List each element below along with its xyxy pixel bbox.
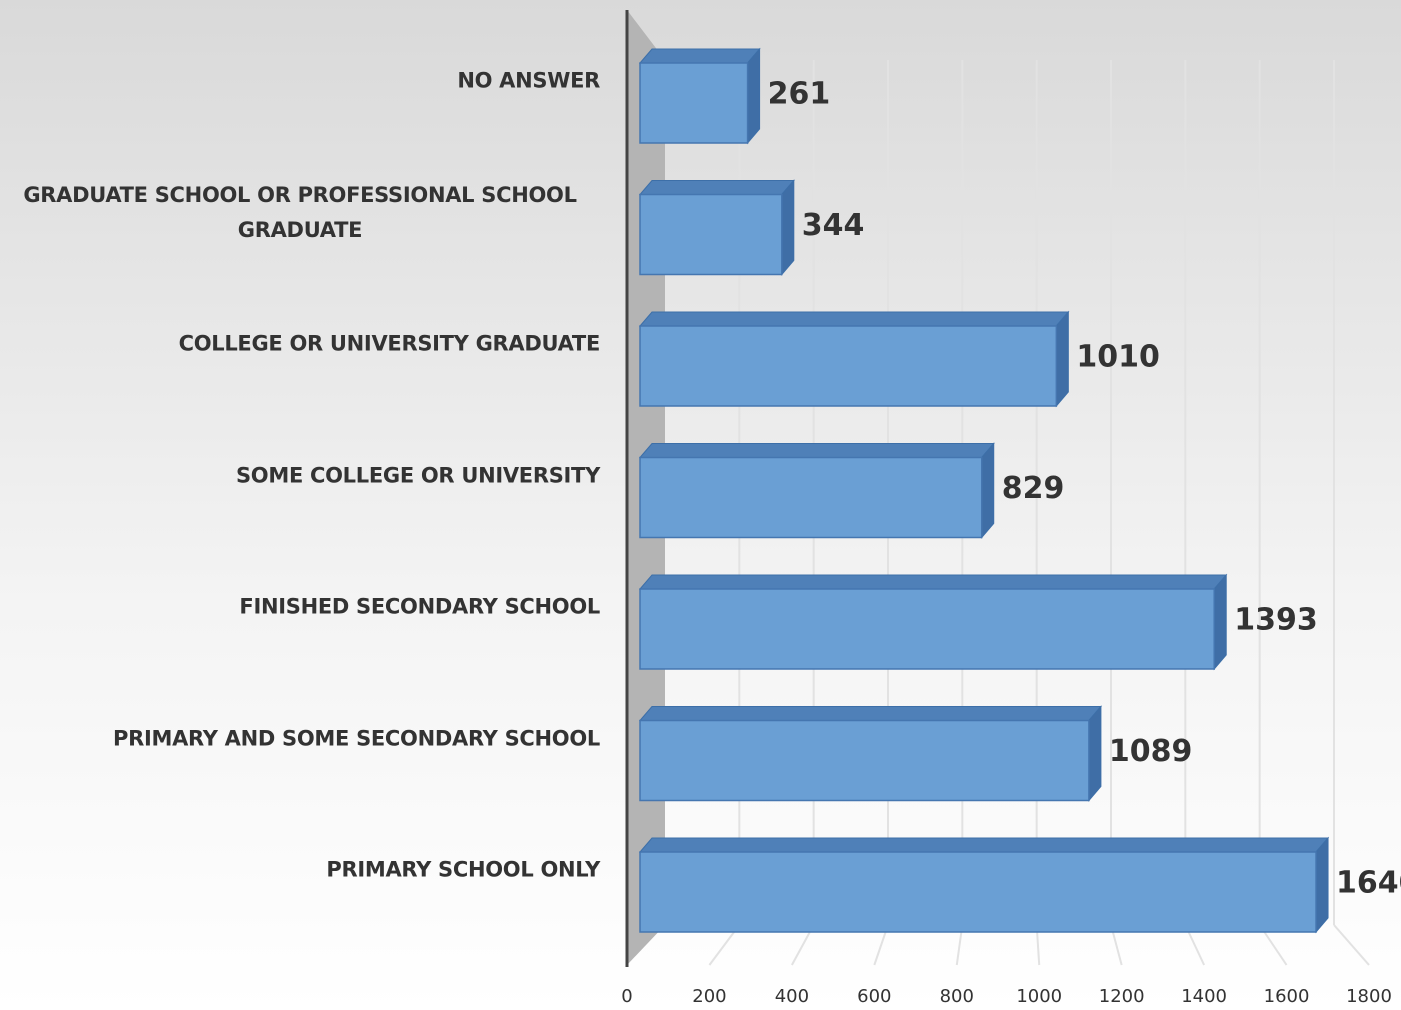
bar-top bbox=[638, 837, 1330, 853]
bar-side bbox=[981, 442, 995, 539]
category-label: PRIMARY AND SOME SECONDARY SCHOOL bbox=[113, 726, 600, 750]
bar-top bbox=[638, 48, 761, 64]
category-label: NO ANSWER bbox=[457, 68, 600, 93]
data-label: 1089 bbox=[1109, 734, 1193, 769]
bar bbox=[639, 588, 1215, 670]
category-label: PRIMARY SCHOOL ONLY bbox=[326, 857, 600, 882]
bar-side bbox=[1213, 573, 1227, 671]
data-label: 1393 bbox=[1234, 603, 1318, 638]
bar bbox=[639, 719, 1090, 802]
bar bbox=[639, 62, 749, 144]
bar bbox=[639, 851, 1317, 933]
x-tick-label: 800 bbox=[940, 986, 974, 1007]
bar-top bbox=[638, 706, 1102, 721]
grid-line bbox=[1333, 924, 1370, 966]
bar-side bbox=[747, 47, 761, 145]
x-tick-label: 1000 bbox=[1016, 986, 1062, 1007]
bar-side bbox=[781, 179, 795, 276]
bar-side bbox=[1315, 836, 1329, 934]
category-label: FINISHED SECONDARY SCHOOL bbox=[239, 594, 600, 619]
bar-top bbox=[638, 574, 1228, 590]
x-tick-label: 400 bbox=[775, 986, 809, 1007]
data-label: 344 bbox=[802, 208, 865, 243]
x-tick-label: 1200 bbox=[1099, 986, 1145, 1007]
bar-top bbox=[638, 443, 995, 458]
category-label: COLLEGE OR UNIVERSITY GRADUATE bbox=[178, 331, 601, 356]
bar bbox=[639, 456, 983, 539]
x-tick-label: 0 bbox=[621, 986, 632, 1007]
data-label: 1640 bbox=[1336, 866, 1401, 901]
x-tick-label: 600 bbox=[857, 986, 891, 1007]
bar bbox=[639, 325, 1058, 407]
bar-top bbox=[638, 311, 1070, 327]
data-label: 1010 bbox=[1076, 340, 1160, 375]
data-label: 261 bbox=[768, 77, 831, 112]
data-label: 829 bbox=[1002, 471, 1065, 506]
bar bbox=[639, 193, 783, 276]
x-tick-label: 1400 bbox=[1181, 986, 1227, 1007]
bar-side bbox=[1088, 705, 1102, 802]
bar-side bbox=[1055, 310, 1069, 408]
x-tick-label: 200 bbox=[692, 986, 726, 1007]
x-tick-label: 1800 bbox=[1346, 986, 1392, 1007]
category-label: GRADUATE SCHOOL OR PROFESSIONAL SCHOOL G… bbox=[23, 182, 577, 242]
category-label: SOME COLLEGE OR UNIVERSITY bbox=[235, 463, 600, 487]
bar-top bbox=[638, 180, 795, 195]
x-tick-label: 1600 bbox=[1264, 986, 1310, 1007]
